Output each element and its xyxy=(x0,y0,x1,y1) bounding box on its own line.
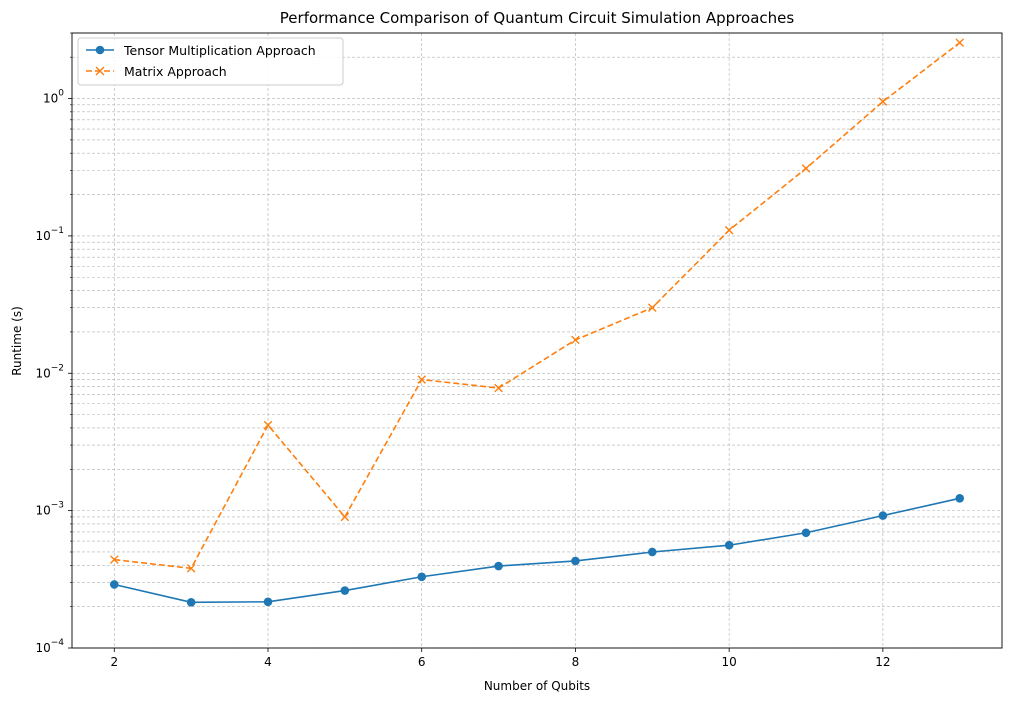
marker-stroke xyxy=(571,335,580,345)
x-tick-label: 8 xyxy=(572,655,580,669)
legend: Tensor Multiplication Approach Matrix Ap… xyxy=(77,37,344,86)
data-point xyxy=(263,420,273,430)
marker-stroke xyxy=(724,225,734,235)
y-tick-label: 10−4 xyxy=(35,638,64,655)
legend-marker-0 xyxy=(95,45,105,55)
legend-marker-1 xyxy=(95,66,105,76)
marker-stroke xyxy=(95,66,105,76)
marker-stroke xyxy=(186,564,196,573)
x-tick-label: 2 xyxy=(110,655,118,669)
data-point xyxy=(417,375,427,384)
marker-stroke xyxy=(801,164,811,173)
data-point xyxy=(647,303,657,313)
data-point xyxy=(571,335,580,345)
x-axis-ticks: 2 4 6 8 10 12 xyxy=(110,648,891,669)
y-tick-label: 10−3 xyxy=(35,501,64,518)
x-tick-label: 12 xyxy=(875,655,890,669)
data-point xyxy=(417,572,427,582)
marker-stroke xyxy=(417,375,427,384)
x-tick-label: 4 xyxy=(264,655,272,669)
series xyxy=(109,38,965,607)
y-tick-label: 100 xyxy=(43,89,64,106)
data-point xyxy=(801,164,811,173)
data-point xyxy=(724,225,734,235)
data-point xyxy=(109,580,119,589)
data-point xyxy=(724,540,734,550)
axes xyxy=(71,32,1003,649)
data-point xyxy=(647,547,657,557)
data-point xyxy=(340,512,350,522)
marker-stroke xyxy=(878,97,888,106)
data-point xyxy=(494,383,503,393)
y-axis-label: Runtime (s) xyxy=(10,306,24,376)
data-point xyxy=(263,597,273,607)
marker-stroke xyxy=(647,303,657,313)
legend-box xyxy=(77,37,344,86)
marker-stroke xyxy=(109,555,119,564)
series-line-1 xyxy=(114,42,961,570)
marker-stroke xyxy=(340,512,350,522)
data-point xyxy=(955,38,965,47)
y-tick-label: 10−2 xyxy=(35,363,64,380)
plot-frame xyxy=(71,32,1003,649)
y-tick-label: 10−1 xyxy=(35,226,64,243)
data-point xyxy=(340,586,350,595)
data-point xyxy=(571,556,580,566)
x-tick-label: 10 xyxy=(722,655,737,669)
marker-stroke xyxy=(494,383,503,393)
y-axis-ticks: 10−4 10−3 10−2 10−1 100 xyxy=(35,32,72,655)
data-point xyxy=(494,561,503,571)
data-point xyxy=(878,97,888,106)
series-line-0 xyxy=(114,497,960,604)
chart-title: Performance Comparison of Quantum Circui… xyxy=(280,9,795,27)
data-point xyxy=(186,598,196,607)
legend-label-matrix: Matrix Approach xyxy=(124,64,227,79)
x-tick-label: 6 xyxy=(418,655,426,669)
data-point xyxy=(955,493,965,503)
data-point xyxy=(109,555,119,564)
marker-stroke xyxy=(263,420,273,430)
legend-label-tensor: Tensor Multiplication Approach xyxy=(123,43,316,58)
data-point xyxy=(801,528,811,538)
marker-stroke xyxy=(955,38,965,47)
data-point xyxy=(186,564,196,573)
x-axis-label: Number of Qubits xyxy=(484,679,590,693)
data-point xyxy=(878,511,888,520)
